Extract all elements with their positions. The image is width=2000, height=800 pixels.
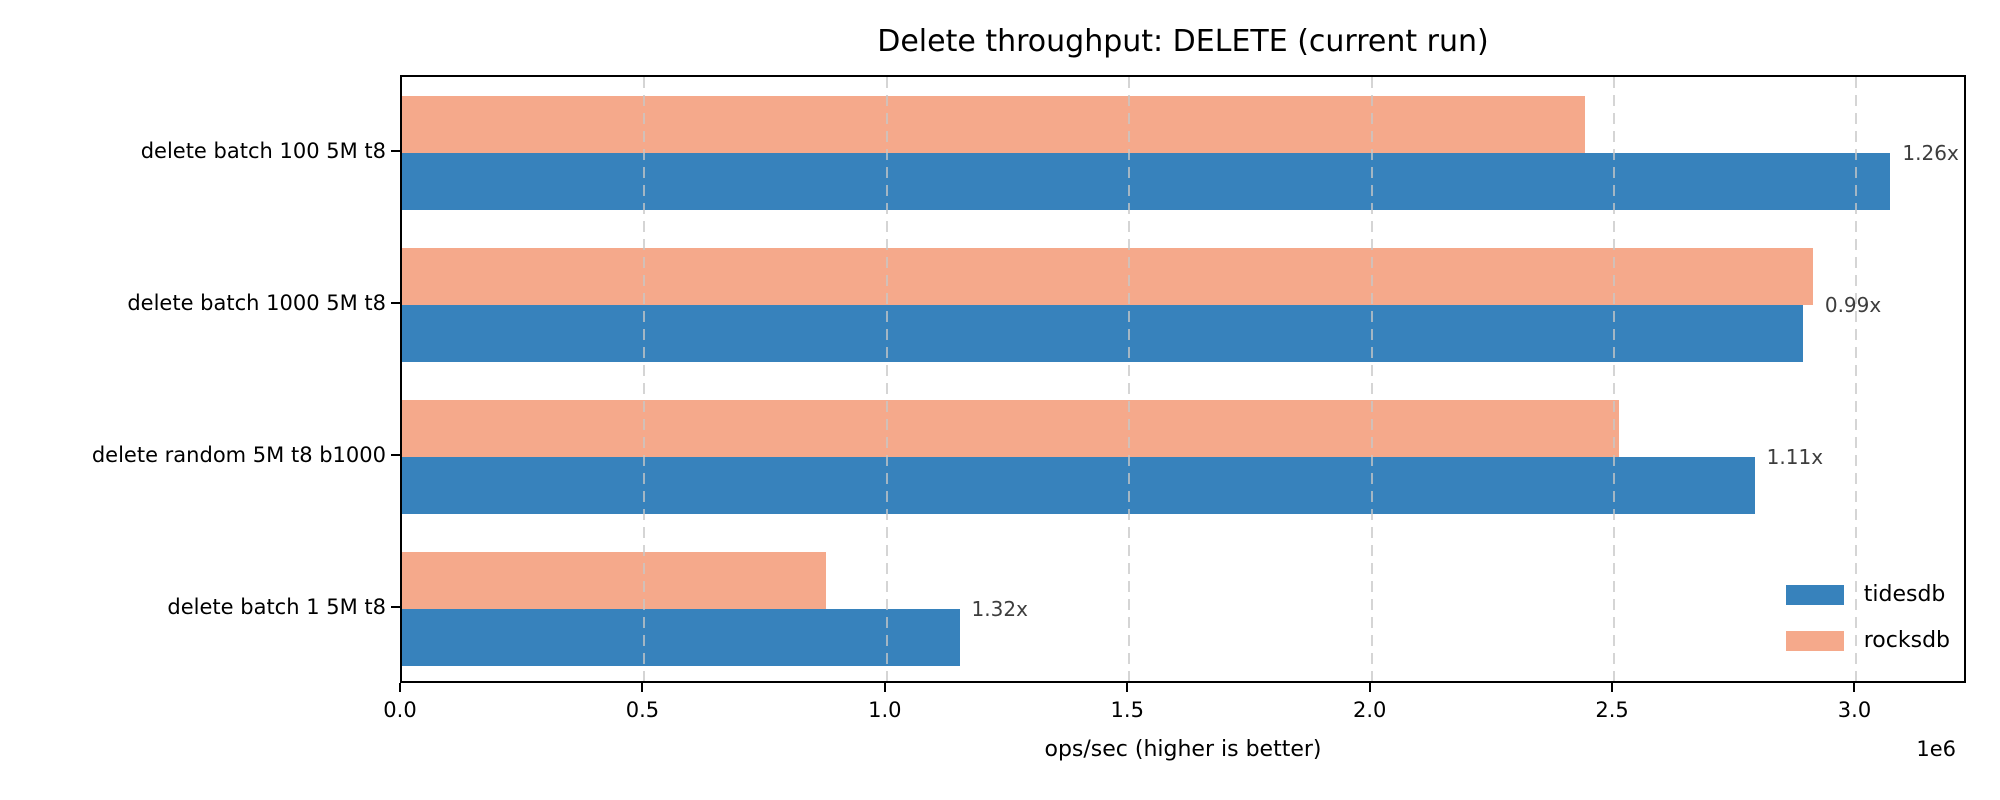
- category-label: delete batch 1 5M t8: [167, 595, 386, 619]
- legend-label-tidesdb: tidesdb: [1863, 582, 1946, 607]
- ratio-annotation: 1.26x: [1902, 141, 1959, 165]
- x-axis-offset-label: 1e6: [1916, 737, 1956, 761]
- gridline: [885, 77, 888, 681]
- gridline: [1128, 77, 1131, 681]
- legend-item: tidesdb: [1785, 582, 1950, 607]
- x-tick-label: 0.5: [625, 698, 660, 722]
- y-tick: [391, 302, 400, 304]
- category-label: delete batch 1000 5M t8: [127, 291, 386, 315]
- x-tick: [883, 683, 886, 692]
- x-tick-label: 2.5: [1595, 698, 1629, 722]
- gridline: [1613, 77, 1616, 681]
- bar-rocksdb: [402, 96, 1585, 153]
- gridline: [1370, 77, 1373, 681]
- legend-item: rocksdb: [1785, 628, 1950, 653]
- x-axis-label: ops/sec (higher is better): [1044, 737, 1322, 762]
- y-axis-labels: delete batch 100 5M t8 delete batch 1000 …: [0, 75, 386, 683]
- x-tick: [1126, 683, 1129, 692]
- bar-rocksdb: [402, 552, 827, 609]
- x-tick-label: 0.0: [383, 698, 417, 722]
- x-tick-label: 1.0: [868, 698, 902, 722]
- legend-swatch-tidesdb: [1785, 584, 1844, 605]
- y-tick: [391, 150, 400, 152]
- x-tick-label: 3.0: [1837, 698, 1872, 722]
- legend-swatch-rocksdb: [1785, 630, 1844, 651]
- chart-title: Delete throughput: DELETE (current run): [877, 24, 1489, 59]
- bar-tidesdb: [402, 153, 1891, 210]
- y-tick: [391, 454, 400, 456]
- bar-tidesdb: [402, 305, 1804, 362]
- legend-label-rocksdb: rocksdb: [1863, 628, 1950, 653]
- gridline: [643, 77, 646, 681]
- plot-area: 1.26x 0.99x 1.11x 1.32x tidesdb rocksdb: [400, 75, 1966, 683]
- x-tick: [399, 683, 401, 692]
- ratio-annotation: 0.99x: [1824, 293, 1882, 317]
- x-tick-label: 1.5: [1110, 698, 1144, 722]
- x-tick: [1853, 683, 1856, 692]
- ratio-annotation: 1.11x: [1766, 445, 1824, 469]
- y-tick: [391, 606, 400, 608]
- category-label: delete random 5M t8 b1000: [91, 443, 386, 467]
- bar-rocksdb: [402, 400, 1619, 457]
- bar-tidesdb: [402, 457, 1755, 514]
- category-label: delete batch 100 5M t8: [140, 139, 386, 163]
- bar-tidesdb: [402, 609, 960, 666]
- gridline: [1855, 77, 1858, 681]
- bar-rocksdb: [402, 248, 1813, 305]
- x-tick-label: 2.0: [1352, 698, 1387, 722]
- x-tick: [1368, 683, 1371, 692]
- x-tick: [641, 683, 644, 692]
- legend: tidesdb rocksdb: [1785, 582, 1950, 653]
- ratio-annotation: 1.32x: [971, 597, 1028, 621]
- x-tick: [1611, 683, 1614, 692]
